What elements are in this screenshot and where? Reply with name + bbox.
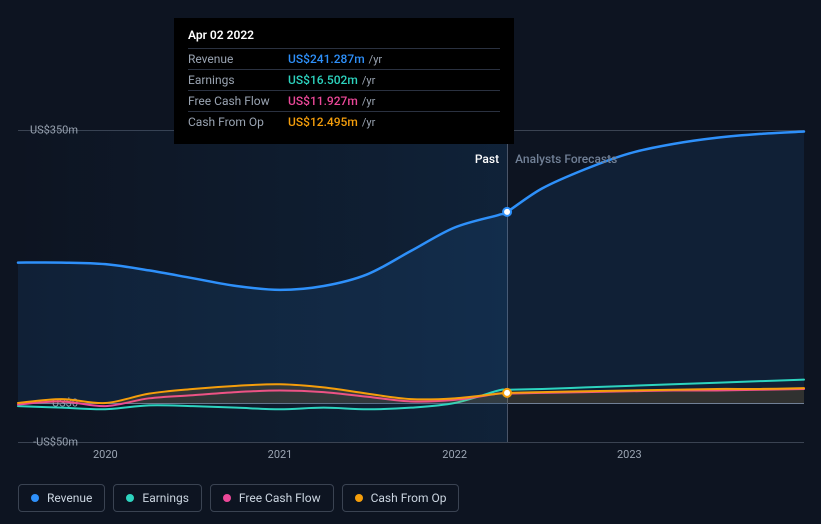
legend-dot-icon xyxy=(223,494,231,502)
x-axis-label: 2021 xyxy=(268,448,293,461)
legend-item-label: Revenue xyxy=(47,491,92,505)
legend-item-fcf[interactable]: Free Cash Flow xyxy=(210,484,334,512)
forecast-section-label: Analysts Forecasts xyxy=(515,152,617,166)
x-axis-label: 2022 xyxy=(442,448,467,461)
tooltip-row: Cash From OpUS$12.495m/yr xyxy=(188,111,500,132)
tooltip-row-unit: /yr xyxy=(362,74,375,87)
chart-plot-area: US$350mUS$0-US$50m xyxy=(18,130,804,442)
tooltip-row-label: Earnings xyxy=(188,73,288,87)
tooltip-row-unit: /yr xyxy=(369,53,382,66)
chart-svg xyxy=(18,130,804,442)
tooltip-row-value: US$16.502m xyxy=(288,73,358,87)
legend-item-cfo[interactable]: Cash From Op xyxy=(342,484,460,512)
legend-dot-icon xyxy=(355,494,363,502)
tooltip-row-unit: /yr xyxy=(362,116,375,129)
tooltip-row-label: Free Cash Flow xyxy=(188,94,288,108)
tooltip-date: Apr 02 2022 xyxy=(188,28,500,42)
tooltip-row-label: Cash From Op xyxy=(188,115,288,129)
legend: Revenue Earnings Free Cash Flow Cash From O… xyxy=(18,484,459,512)
marker-revenue xyxy=(503,208,511,216)
legend-item-label: Earnings xyxy=(142,491,189,505)
tooltip: Apr 02 2022 RevenueUS$241.287m/yrEarning… xyxy=(174,18,514,144)
legend-item-label: Cash From Op xyxy=(371,491,447,505)
tooltip-row: Free Cash FlowUS$11.927m/yr xyxy=(188,90,500,111)
x-axis-label: 2020 xyxy=(93,448,118,461)
legend-dot-icon xyxy=(31,494,39,502)
legend-item-label: Free Cash Flow xyxy=(239,491,321,505)
legend-item-earnings[interactable]: Earnings xyxy=(113,484,202,512)
legend-item-revenue[interactable]: Revenue xyxy=(18,484,105,512)
y-gridline xyxy=(18,442,804,443)
tooltip-row: EarningsUS$16.502m/yr xyxy=(188,69,500,90)
tooltip-row-unit: /yr xyxy=(362,95,375,108)
tooltip-row-value: US$241.287m xyxy=(288,52,365,66)
tooltip-row-label: Revenue xyxy=(188,52,288,66)
marker-cfo xyxy=(503,389,511,397)
tooltip-row-value: US$11.927m xyxy=(288,94,358,108)
tooltip-row: RevenueUS$241.287m/yr xyxy=(188,48,500,69)
legend-dot-icon xyxy=(126,494,134,502)
x-axis-label: 2023 xyxy=(617,448,642,461)
past-section-label: Past xyxy=(475,152,499,166)
tooltip-row-value: US$12.495m xyxy=(288,115,358,129)
